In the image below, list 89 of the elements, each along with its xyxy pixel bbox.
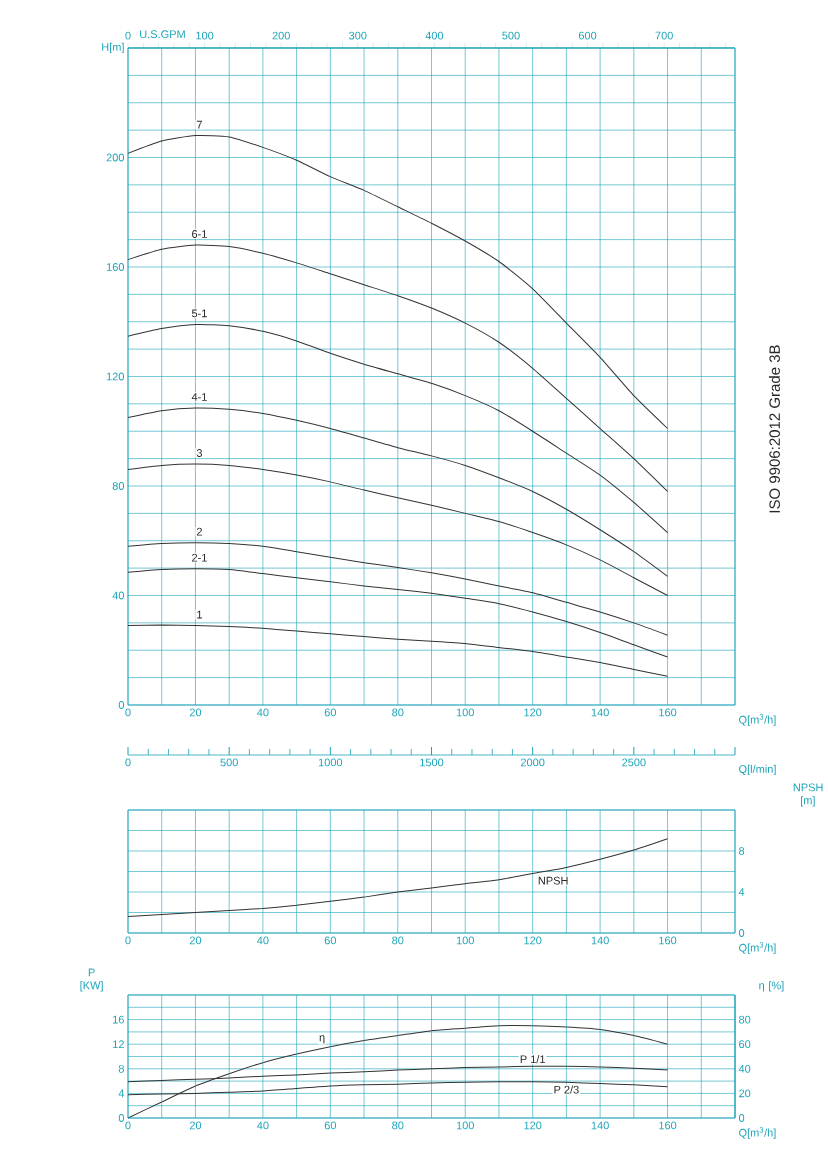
x2-axis-title: U.S.GPM [140,30,185,39]
y-tick-label: 0 [118,1114,125,1122]
line-series [127,323,669,534]
y-tick-label: 4 [738,888,745,896]
x-tick-label: 100 [456,708,474,717]
x-tick-label: 100 [456,936,474,945]
line-series [127,463,669,596]
series-label: 5-1 [191,309,207,318]
series-label: 6-1 [192,230,207,238]
x2-tick-label: 1000 [318,758,343,767]
y-axis-title: H[m] [102,42,124,54]
x-tick-label: 60 [324,708,337,717]
x2-tick-label: 2000 [520,758,545,767]
y-tick-label: 8 [118,1064,124,1073]
series-label: P 2/3 [554,1085,579,1094]
series-label: NPSH [538,876,568,885]
x-tick-label: 40 [257,708,269,717]
x-axis-title: Q[m$^{3}$/h] [739,942,776,954]
y2-tick-label: 20 [739,1089,751,1098]
x-axis-title: Q[m$^{3}$/h] [739,1127,776,1139]
series-label: 7 [196,120,202,129]
x-tick-label: 160 [659,1121,677,1130]
y-tick-label: 200 [106,153,125,162]
line-series [127,407,669,577]
x-tick-label: 140 [591,708,609,717]
x-tick-label: 120 [524,708,542,717]
y-tick-label: 120 [106,372,125,381]
y-tick-label: 0 [738,929,745,937]
x2-tick-label: 400 [425,31,444,40]
x-tick-label: 60 [324,936,337,945]
x2-axis-title: Q[l/min] [739,764,776,776]
line-series [127,244,669,492]
series-label: 2-1 [192,553,207,562]
x2-tick-label: 200 [272,31,290,40]
x-tick-label: 80 [392,936,404,945]
series-label: η [319,1035,325,1044]
y-tick-label: 80 [112,482,125,490]
x-tick-label: 40 [257,936,269,945]
x-tick-label: 60 [324,1121,337,1130]
series-label: P 1/1 [520,1055,545,1064]
series-label: 1 [197,610,202,619]
y-axis-title: P [KW] [80,968,103,992]
y2-tick-label: 60 [739,1040,751,1049]
x-tick-label: 20 [189,708,202,717]
line-series [127,1025,669,1119]
y-tick-label: 0 [118,701,125,709]
series-label: 2 [196,527,202,536]
line-series [127,134,669,429]
x-tick-label: 160 [659,936,677,945]
y-tick-label: 160 [106,263,125,271]
x2-tick-label: 0 [125,31,131,40]
x-tick-label: 80 [392,708,404,717]
y2-axis-title: η [%] [759,981,784,992]
x2-tick-label: 600 [578,31,597,40]
line-series [127,838,669,918]
x-tick-label: 80 [392,1121,404,1130]
x-tick-label: 100 [456,1121,474,1130]
x-tick-label: 0 [125,1121,131,1130]
line-series [127,624,669,677]
y-tick-label: 8 [739,847,745,855]
series-label: 3 [196,449,203,457]
x2-tick-label: 0 [125,758,131,767]
y-tick-label: 4 [118,1089,125,1098]
x-tick-label: 140 [591,1121,609,1130]
y-tick-label: 16 [113,1015,124,1024]
x-tick-label: 140 [591,936,609,945]
x2-tick-label: 500 [220,758,238,767]
y-axis-title: NPSH [m] [793,783,823,807]
x-tick-label: 20 [189,936,202,945]
x2-tick-label: 2500 [622,758,646,767]
y-tick-label: 12 [113,1040,124,1049]
x2-tick-label: 700 [655,31,673,40]
text: ISO 9906:2012 Grade 3B [768,345,780,513]
line-series [127,568,669,658]
series-label: 4-1 [191,393,207,401]
x2-tick-label: 300 [349,31,367,40]
x-tick-label: 0 [125,936,131,945]
x-tick-label: 40 [257,1121,269,1130]
x-tick-label: 160 [659,708,677,717]
x2-tick-label: 1500 [420,758,444,767]
x-tick-label: 20 [189,1121,202,1130]
x2-tick-label: 500 [502,31,520,40]
x-tick-label: 0 [125,708,131,717]
line-series [127,542,669,636]
y-tick-label: 40 [112,591,125,600]
x2-tick-label: 100 [196,31,214,40]
x-tick-label: 120 [524,936,542,945]
x-tick-label: 120 [524,1121,542,1130]
x-axis-title: Q[m$^{3}$/h] [739,714,776,726]
